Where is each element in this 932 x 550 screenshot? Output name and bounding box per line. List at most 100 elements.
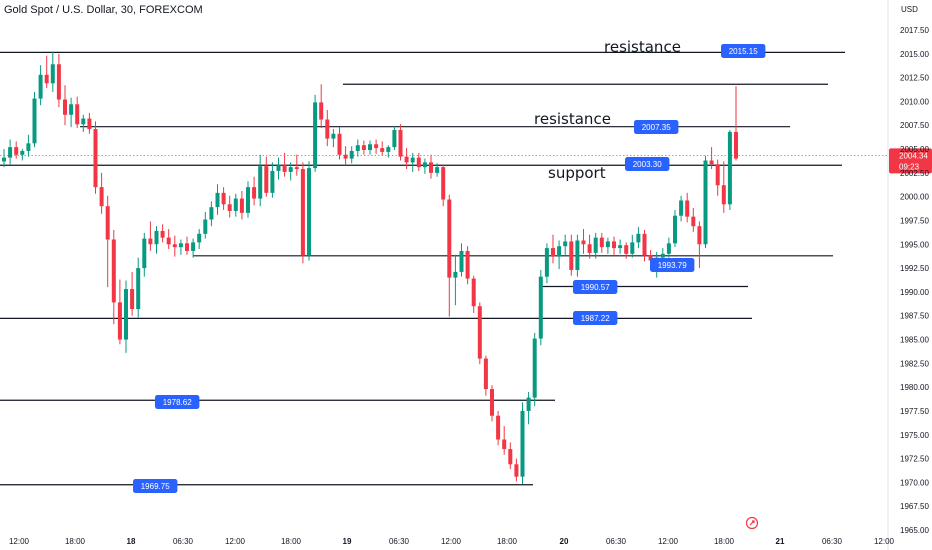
candle-body [87, 118, 92, 130]
current-price-tag [889, 148, 932, 174]
y-tick-label: 2015.00 [900, 50, 929, 59]
x-tick-label: 18:00 [714, 537, 735, 546]
candle-body [618, 245, 623, 249]
candle-body [630, 242, 635, 254]
candle-body [111, 239, 116, 303]
y-tick-label: 2000.00 [900, 193, 929, 202]
candle-body [331, 133, 336, 139]
price-label-badge [634, 120, 679, 134]
candle-body [368, 144, 372, 150]
candle-body [50, 64, 55, 84]
candle-body [666, 243, 671, 254]
current-price-countdown: 09:23 [899, 162, 920, 171]
y-tick-label: 2012.50 [900, 74, 929, 83]
candle-body [215, 192, 220, 208]
candle-body [477, 306, 482, 359]
candle-body [178, 243, 183, 248]
candle-body [20, 150, 25, 155]
candle-body [343, 154, 348, 159]
candle-body [514, 464, 519, 477]
candle-body [56, 64, 61, 100]
candle-body [642, 233, 647, 256]
candle-body [233, 198, 238, 211]
y-tick-label: 1975.00 [900, 431, 929, 440]
price-label-text: 1990.57 [581, 283, 610, 292]
candle-body [69, 104, 74, 115]
candle-body [337, 133, 342, 155]
y-tick-label: 1967.50 [900, 502, 929, 511]
candle-body [148, 238, 153, 245]
x-tick-label: 12:00 [874, 537, 895, 546]
price-label-badge [721, 44, 766, 58]
candle-body [81, 118, 86, 125]
y-tick-label: 2002.50 [900, 169, 929, 178]
candle-body [605, 241, 610, 248]
candle-body [624, 245, 629, 254]
price-label-text: 1993.79 [658, 261, 687, 270]
candle-body [14, 147, 19, 155]
candle-body [75, 104, 80, 125]
candle-body [160, 230, 165, 238]
candle-body [191, 242, 196, 251]
x-tick-label: 12:00 [658, 537, 679, 546]
price-label-badge [155, 395, 200, 409]
candle-body [483, 358, 488, 390]
candle-body [502, 439, 507, 450]
candle-body [32, 98, 37, 144]
candle-body [471, 278, 476, 307]
candle-body [172, 244, 177, 248]
y-tick-label: 1990.00 [900, 288, 929, 297]
candle-body [721, 185, 726, 205]
candle-body [239, 198, 244, 213]
candle-body [246, 187, 250, 213]
y-tick-label: 1980.00 [900, 383, 929, 392]
candle-body [99, 187, 104, 207]
candle-body [715, 164, 720, 186]
candle-body [673, 215, 677, 244]
candle-body [563, 241, 568, 247]
y-tick-label: 1972.50 [900, 455, 929, 464]
y-tick-label: 1977.50 [900, 407, 929, 416]
candle-body [349, 150, 354, 159]
candle-body [508, 449, 513, 465]
price-label-text: 2007.35 [642, 123, 671, 132]
candle-body [221, 192, 226, 205]
x-tick-label: 19 [343, 537, 352, 546]
candle-body [325, 119, 330, 139]
candle-body [252, 187, 257, 199]
x-tick-label: 06:30 [389, 537, 410, 546]
x-tick-label: 20 [560, 537, 569, 546]
candle-body [313, 102, 318, 169]
price-label-badge [573, 280, 618, 294]
candle-body [166, 237, 171, 245]
candle-body [727, 131, 732, 205]
candle-body [130, 289, 135, 310]
candle-body [93, 129, 98, 188]
x-tick-label: 12:00 [225, 537, 246, 546]
candle-body [422, 162, 427, 168]
candle-body [209, 207, 214, 220]
candle-body [44, 74, 49, 84]
candle-body [63, 99, 67, 115]
candle-body [569, 241, 574, 270]
candle-body [185, 243, 189, 251]
refresh-icon [745, 516, 759, 530]
candle-body [124, 289, 128, 340]
candle-body [136, 268, 141, 310]
y-tick-label: 2010.00 [900, 97, 929, 106]
x-tick-label: 21 [776, 537, 785, 546]
candle-body [648, 255, 653, 261]
candle-body [142, 238, 147, 269]
candle-body [429, 162, 433, 173]
candle-body [117, 302, 122, 340]
candle-body [526, 397, 531, 411]
price-label-badge [133, 479, 178, 493]
candle-body [380, 148, 385, 152]
candle-body [599, 237, 604, 248]
price-label-text: 2015.15 [729, 47, 758, 56]
x-tick-label: 12:00 [441, 537, 462, 546]
level-annotation: resistance [604, 38, 681, 56]
chart-title: Gold Spot / U.S. Dollar, 30, FOREXCOM [4, 4, 203, 16]
candle-body [282, 165, 287, 172]
